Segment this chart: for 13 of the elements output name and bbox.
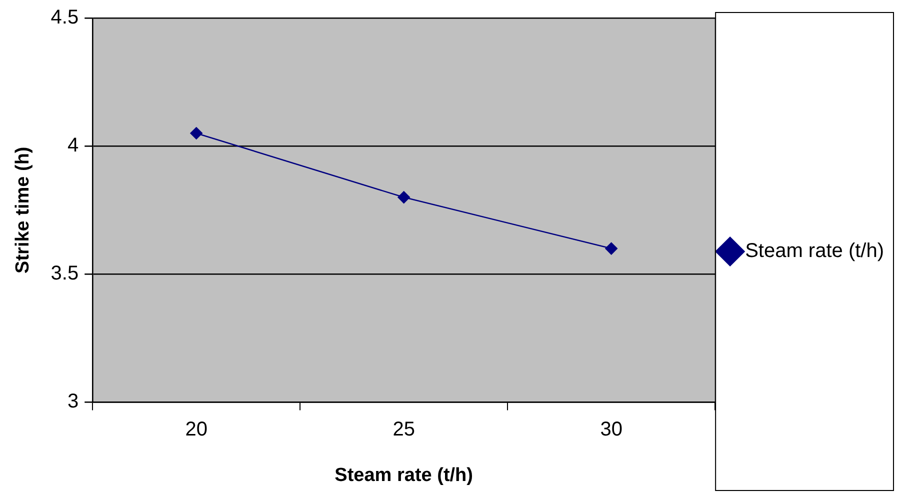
- y-axis-title: Strike time (h): [12, 146, 34, 274]
- y-tick-label: 4: [67, 134, 79, 157]
- point: [190, 127, 202, 140]
- x-tick-label: 25: [392, 418, 415, 441]
- y-tick-label: 3: [67, 390, 79, 413]
- point: [605, 242, 618, 255]
- x-tick-label: 20: [185, 418, 208, 441]
- legend-label: Steam rate (t/h): [745, 240, 884, 262]
- y-tick-label: 3.5: [50, 262, 79, 285]
- y-tick-label: 4.5: [50, 6, 79, 29]
- point: [398, 191, 410, 204]
- x-tick-label: 30: [600, 418, 622, 441]
- x-axis-title: Steam rate (t/h): [334, 464, 473, 486]
